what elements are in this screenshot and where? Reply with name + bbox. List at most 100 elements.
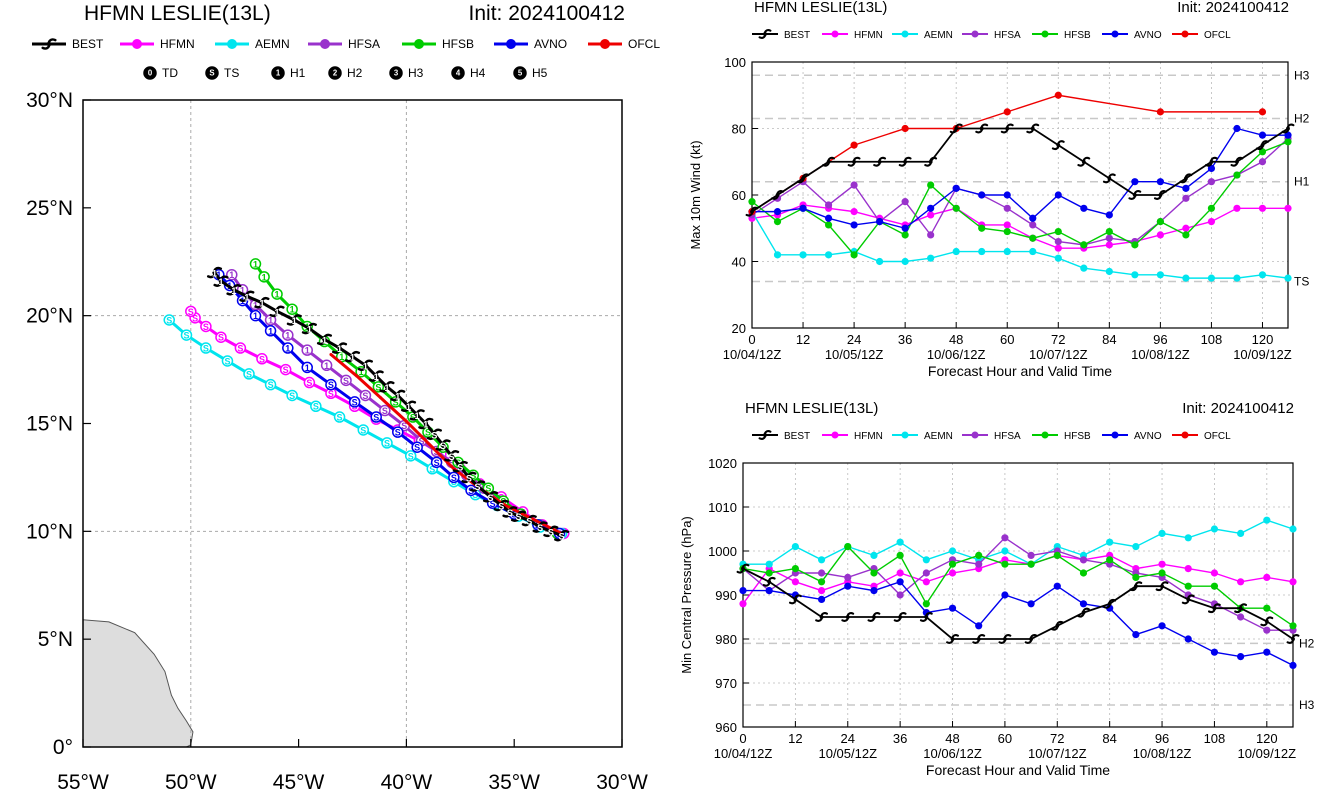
track-point-best-eye — [537, 524, 543, 530]
pressure-legend-label-hfmn: HFMN — [854, 431, 883, 442]
wind-point-aemn — [1182, 274, 1190, 282]
wind-point-avno — [927, 204, 935, 212]
wind-date-tick-label: 10/04/12Z — [723, 347, 782, 362]
pressure-point-hfsb — [975, 551, 983, 560]
pressure-point-hfsb — [844, 543, 852, 551]
track-point-best-eye — [488, 494, 493, 500]
track-point-symbol-best: 1 — [231, 286, 236, 296]
pressure-point-hfsa — [922, 569, 930, 577]
pressure-point-aemn — [791, 543, 799, 551]
track-point-symbol-hfsb: S — [393, 397, 399, 407]
wind-point-hfsb — [927, 181, 935, 189]
track-point-symbol-avno: 1 — [268, 326, 273, 336]
wind-legend-label-hfsb: HFSB — [1064, 30, 1091, 41]
wind-ytick-label: 20 — [732, 321, 746, 336]
track-ytick-label: 10°N — [26, 520, 73, 543]
track-point-symbol-avno: S — [490, 499, 496, 509]
track-point-aemn — [333, 411, 346, 423]
track-point-symbol-hfsa: S — [343, 376, 349, 386]
wind-series-line-best — [751, 127, 1289, 213]
track-point-best-eye — [432, 432, 437, 437]
pressure-point-best-eye — [1107, 601, 1112, 606]
wind-point-hfmn — [1156, 231, 1164, 239]
wind-point-aemn — [1105, 267, 1113, 276]
intensity-wind-panel: HFMN LESLIE(13L) Init: 2024100412 BEST HFMN… — [688, 0, 1310, 379]
track-ytick-label: 25°N — [26, 197, 73, 220]
track-point-symbol-hfsa: 1 — [229, 270, 234, 280]
pressure-point-best-eye — [1212, 606, 1217, 611]
pressure-point-hfsb — [870, 569, 878, 577]
pressure-point-hfsb — [1132, 573, 1140, 582]
pressure-point-hfmn — [739, 600, 747, 608]
track-point-symbol-hfsb: 1 — [275, 290, 280, 300]
wind-point-aemn — [1080, 264, 1088, 272]
pressure-point-avno — [1132, 631, 1140, 639]
wind-point-avno — [876, 218, 884, 226]
wind-xlabel: Forecast Hour and Valid Time — [928, 363, 1112, 379]
track-point-best-eye — [423, 421, 429, 426]
wind-point-hfsb — [1029, 234, 1037, 242]
wind-legend-label-hfsa: HFSA — [994, 30, 1021, 41]
track-point-best-eye — [406, 404, 411, 409]
track-point-symbol-hfsb: S — [470, 471, 476, 481]
wind-xtick-label: 84 — [1102, 332, 1116, 347]
wind-point-best-eye — [1286, 126, 1290, 131]
wind-point-hfsb — [1284, 138, 1292, 146]
track-point-symbol-best: S — [440, 441, 446, 451]
wind-point-aemn — [799, 251, 807, 259]
intensity-legend-symbol-h4-label: 4 — [456, 69, 461, 78]
wind-legend-marker-best-eye — [763, 32, 767, 36]
track-point-hfsb — [271, 288, 283, 300]
wind-series-line-aemn — [751, 211, 1289, 279]
wind-point-best-eye — [979, 126, 984, 131]
wind-point-aemn — [1156, 271, 1164, 279]
wind-legend-label-best: BEST — [784, 30, 810, 41]
track-point-symbol-hfsa: S — [362, 391, 368, 401]
pressure-point-hfsb — [1263, 604, 1271, 612]
wind-point-aemn — [1284, 274, 1292, 282]
track-point-avno — [249, 309, 262, 322]
pressure-point-best-eye — [1291, 637, 1295, 641]
pressure-point-best-eye — [976, 637, 981, 641]
wind-point-best-eye — [877, 159, 882, 164]
track-point-symbol-hfsa: 1 — [268, 315, 273, 325]
track-point-hfsa — [359, 389, 372, 402]
pressure-point-avno — [1263, 648, 1271, 656]
wind-point-aemn — [952, 247, 960, 256]
pressure-point-hfsb — [791, 565, 799, 573]
wind-point-avno — [952, 184, 960, 192]
pressure-point-aemn — [1237, 529, 1245, 538]
track-point-aemn — [221, 355, 234, 367]
track-point-symbol-aemn: S — [224, 356, 230, 366]
wind-xtick-label: 36 — [898, 332, 912, 347]
track-point-symbol-best: S — [466, 473, 472, 483]
pressure-point-best-eye — [767, 579, 772, 584]
track-point-symbol-hfsa: 1 — [305, 346, 310, 356]
track-point-symbol-avno: 1 — [216, 270, 221, 280]
track-point-symbol-hfsa: S — [418, 436, 424, 446]
pressure-legend-marker-hfsa — [971, 431, 979, 439]
pressure-point-best-eye — [845, 615, 850, 619]
wind-point-aemn — [927, 254, 935, 262]
pressure-title: HFMN LESLIE(13L) — [745, 400, 878, 417]
wind-point-best-eye — [1056, 143, 1061, 148]
track-point-symbol-best: 1 — [244, 292, 249, 302]
wind-point-hfsb — [773, 218, 782, 226]
pressure-legend-marker-best-eye — [763, 433, 767, 437]
track-xtick-label: 55°W — [57, 771, 109, 794]
wind-point-hfmn — [850, 208, 858, 216]
track-point-best-eye — [218, 278, 224, 284]
wind-point-hfsb — [1003, 227, 1011, 236]
pressure-date-tick-label: 10/05/12Z — [818, 746, 877, 761]
pressure-point-hfsb — [896, 551, 904, 560]
pressure-point-hfmn — [1289, 578, 1297, 586]
track-point-symbol-avno: 1 — [253, 311, 258, 321]
wind-ytick-label: 80 — [732, 122, 746, 137]
intensity-legend-label-h4: H4 — [470, 66, 486, 80]
wind-point-hfsb — [1207, 204, 1216, 212]
wind-point-hfsa — [1054, 237, 1062, 246]
wind-point-ofcl — [850, 141, 858, 149]
track-point-aemn — [310, 400, 322, 412]
wind-point-avno — [1029, 214, 1037, 222]
pressure-xtick-label: 12 — [788, 731, 802, 746]
